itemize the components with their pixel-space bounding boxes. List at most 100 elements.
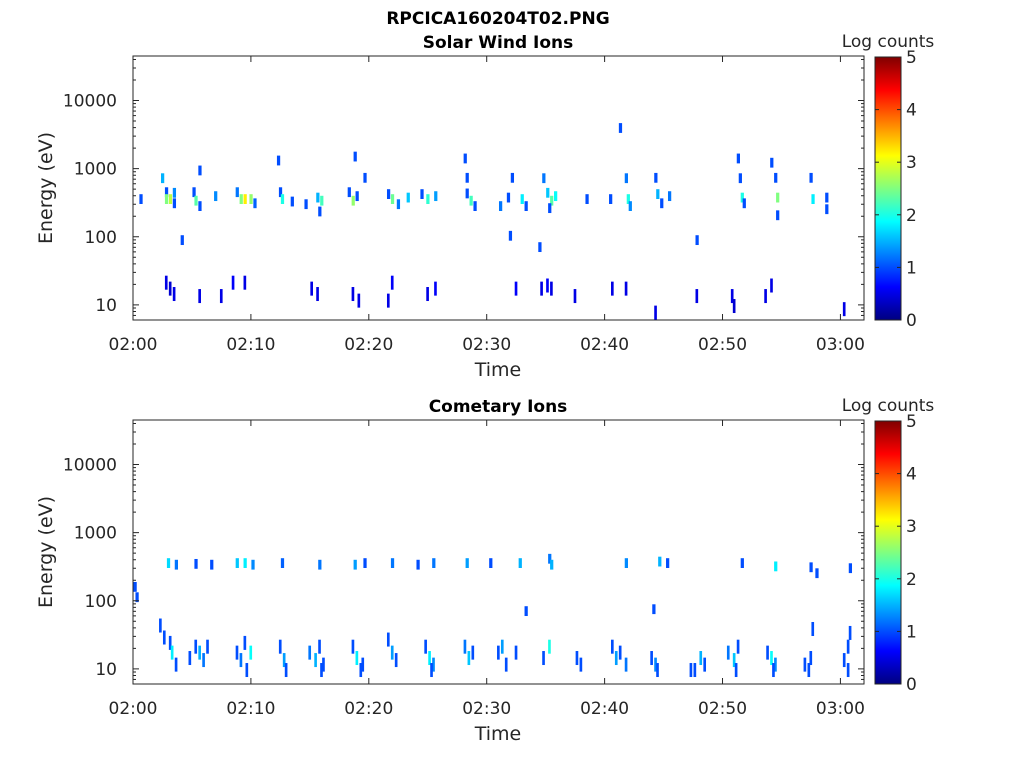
heatmap-cell <box>168 635 172 650</box>
heatmap-cell <box>353 151 357 162</box>
heatmap-cell <box>524 201 528 211</box>
heatmap-cell <box>361 657 365 672</box>
plot-area <box>132 419 865 685</box>
colorbar-tick-label: 1 <box>906 258 917 278</box>
heatmap-cell <box>282 653 286 668</box>
heatmap-cell <box>198 201 202 211</box>
heatmap-cell <box>235 187 239 198</box>
heatmap-cell <box>660 198 664 209</box>
y-tick-label: 10000 <box>63 456 117 476</box>
heatmap-cell <box>168 194 173 204</box>
colorbar-tick-label: 5 <box>906 412 917 432</box>
x-tick-label: 02:50 <box>698 699 747 719</box>
heatmap-cell <box>573 289 577 304</box>
heatmap-cell <box>316 287 319 302</box>
heatmap-cell <box>235 645 239 660</box>
heatmap-cell <box>774 561 778 572</box>
heatmap-cell <box>239 194 243 204</box>
heatmap-cell <box>520 194 524 204</box>
heatmap-cell <box>656 189 660 199</box>
heatmap-cell <box>772 663 775 678</box>
heatmap-cell <box>774 172 778 183</box>
colorbar-tick-label: 2 <box>906 570 917 590</box>
heatmap-cell <box>618 645 622 660</box>
y-tick-label: 1000 <box>74 160 117 180</box>
y-axis-ticks: 10 100 1000 10000 <box>63 58 864 321</box>
heatmap-cell <box>667 191 672 202</box>
heatmap-cell <box>314 653 317 668</box>
heatmap-cell <box>135 592 139 603</box>
heatmap-cell <box>740 558 744 568</box>
heatmap-cell <box>736 153 740 164</box>
heatmap-cell <box>353 559 357 570</box>
x-tick-label: 02:30 <box>462 335 511 355</box>
heatmap-cell <box>654 657 657 672</box>
heatmap-cell <box>202 653 205 668</box>
heatmap-cell <box>430 663 433 678</box>
heatmap-cell <box>351 287 355 302</box>
colorbar-ticks: 0 1 2 3 4 5 <box>875 48 917 331</box>
heatmap-cell <box>253 198 257 209</box>
heatmap-cell <box>764 289 767 304</box>
heatmap-cell <box>742 198 746 209</box>
colorbar-tick-label: 0 <box>906 311 917 331</box>
heatmap-cell <box>776 210 780 221</box>
heatmap-cell <box>624 173 628 184</box>
heatmap-cell <box>164 275 168 290</box>
heatmap-cell <box>693 663 697 678</box>
heatmap-cell <box>652 604 656 615</box>
heatmap-cell <box>504 657 508 672</box>
x-tick-label: 02:50 <box>698 335 747 355</box>
heatmap-cell <box>624 558 628 568</box>
heatmap-cell <box>210 559 214 570</box>
heatmap-cell <box>514 281 518 296</box>
heatmap-cell <box>548 553 552 564</box>
heatmap-cell <box>538 242 542 253</box>
colorbar-label: Log counts <box>842 396 935 416</box>
x-axis-ticks: 02:00 02:10 02:20 02:30 02:40 02:50 03:00 <box>109 56 865 355</box>
heatmap-cell <box>243 194 247 204</box>
heatmap-cell <box>394 653 398 668</box>
heatmap-cell <box>575 651 579 666</box>
heatmap-cell <box>174 657 178 672</box>
heatmap-cell <box>650 651 653 666</box>
heatmap-cell <box>614 651 618 666</box>
heatmap-cell <box>546 187 550 198</box>
plot-area <box>132 55 865 321</box>
colorbar-tick-label: 4 <box>906 465 917 485</box>
heatmap-cell <box>471 645 475 660</box>
heatmap-cell <box>506 192 511 203</box>
x-tick-label: 02:10 <box>226 699 275 719</box>
heatmap-cell <box>194 639 198 654</box>
heatmap-cell <box>231 275 235 290</box>
heatmap-cell <box>811 194 815 204</box>
heatmap-cell <box>497 645 500 660</box>
heatmap-cell <box>357 293 361 308</box>
heatmap-cell <box>347 187 351 198</box>
heatmap-cell <box>318 559 322 570</box>
heatmap-cell <box>351 639 355 654</box>
heatmap-cell <box>628 201 632 211</box>
heatmap-cell <box>316 192 320 203</box>
heatmap-cell <box>703 657 707 672</box>
heatmap-cell <box>180 235 184 246</box>
colorbar-tick-label: 4 <box>906 101 917 121</box>
colorbar-label: Log counts <box>842 32 935 52</box>
heatmap-cell <box>434 191 438 202</box>
x-axis-label: Time <box>474 723 522 745</box>
y-tick-label: 100 <box>85 228 117 248</box>
heatmap-cell <box>654 172 658 183</box>
heatmap-cell <box>251 559 255 570</box>
heatmap-cell <box>278 187 283 198</box>
heatmap-cell <box>308 645 312 660</box>
heatmap-cells <box>139 123 846 320</box>
x-tick-label: 02:40 <box>580 335 629 355</box>
heatmap-cell <box>770 278 773 293</box>
heatmap-cell <box>842 302 846 317</box>
heatmap-cell <box>172 187 177 198</box>
heatmap-cell <box>807 663 811 678</box>
heatmap-cell <box>278 639 282 654</box>
x-tick-label: 02:20 <box>344 699 393 719</box>
heatmap-cell <box>386 632 390 647</box>
